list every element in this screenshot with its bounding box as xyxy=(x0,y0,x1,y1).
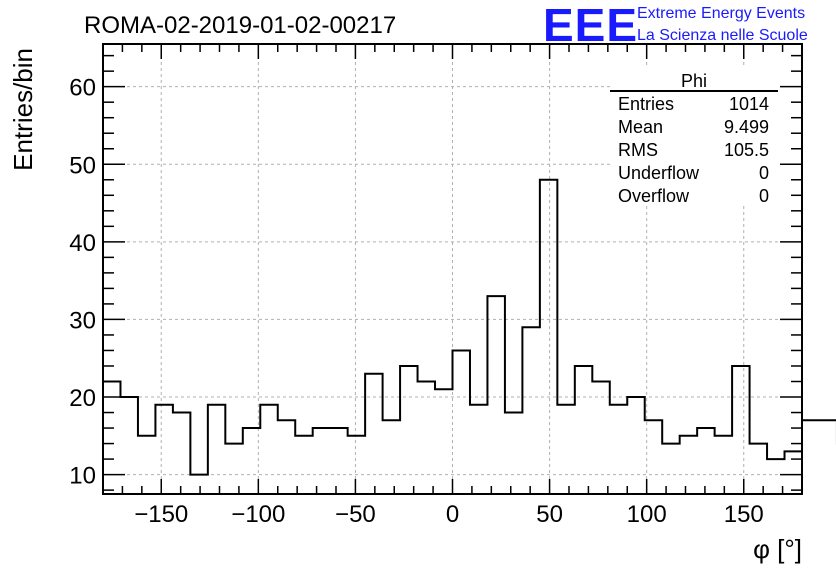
stats-row-value: 9.499 xyxy=(724,117,769,137)
y-tick-labels: 10 20 30 40 50 60 xyxy=(69,75,96,490)
stats-row-label: Mean xyxy=(618,117,663,137)
y-tick-label: 50 xyxy=(69,152,96,179)
x-axis-label: φ [°] xyxy=(753,534,802,564)
stats-row-value: 1014 xyxy=(729,94,769,114)
stats-rows: Entries 1014 Mean 9.499 RMS 105.5 Underflow 0 Ov… xyxy=(618,94,769,206)
stats-row-value: 0 xyxy=(759,163,769,183)
x-tick-label: −100 xyxy=(231,501,285,528)
y-tick-label: 60 xyxy=(69,75,96,102)
y-tick-label: 40 xyxy=(69,230,96,257)
stats-row-label: Entries xyxy=(618,94,674,114)
logo-line-2: La Scienza nelle Scuole xyxy=(637,27,808,44)
stats-box-background xyxy=(610,66,778,206)
chart-title: ROMA-02-2019-01-02-00217 xyxy=(84,12,396,39)
x-tick-label: 100 xyxy=(627,501,667,528)
stats-row-label: RMS xyxy=(618,140,658,160)
x-tick-label: 150 xyxy=(724,501,764,528)
logo-line-1: Extreme Energy Events xyxy=(637,5,805,22)
stats-box: Phi Entries 1014 Mean 9.499 RMS 105.5 Underflo… xyxy=(610,66,778,206)
axis-ticks xyxy=(102,44,803,494)
histogram-series xyxy=(102,178,836,494)
y-tick-label: 20 xyxy=(69,385,96,412)
x-tick-label: −50 xyxy=(335,501,376,528)
x-tick-label: −150 xyxy=(134,501,188,528)
x-tick-label: 50 xyxy=(536,501,563,528)
y-tick-label: 10 xyxy=(69,463,96,490)
y-axis-label: Entries/bin xyxy=(8,48,38,171)
stats-title: Phi xyxy=(681,71,707,91)
stats-row-label: Overflow xyxy=(618,186,690,206)
x-tick-label: 0 xyxy=(446,501,459,528)
stats-row-label: Underflow xyxy=(618,163,700,183)
stats-row-value: 105.5 xyxy=(724,140,769,160)
eee-logo: EEE Extreme Energy Events La Scienza nel… xyxy=(543,0,808,51)
stats-row-value: 0 xyxy=(759,186,769,206)
y-tick-label: 30 xyxy=(69,307,96,334)
x-tick-labels: −150 −100 −50 0 50 100 150 xyxy=(134,501,764,528)
logo-mark: EEE xyxy=(543,0,638,51)
